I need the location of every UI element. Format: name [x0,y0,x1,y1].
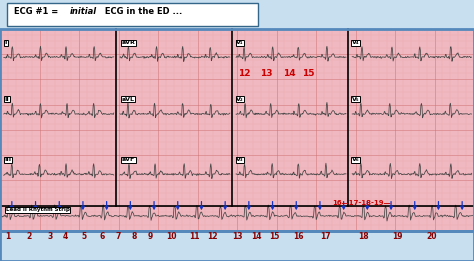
Text: aVL: aVL [122,97,135,102]
Text: 17: 17 [320,232,331,241]
Text: 15: 15 [269,232,280,241]
Bar [0,0,474,29]
Text: 12: 12 [238,69,250,78]
Text: 16—17-18-19—: 16—17-18-19— [332,200,391,206]
Text: 13: 13 [260,69,272,78]
Text: V₃: V₃ [236,157,244,162]
Text: V₆: V₆ [352,157,359,162]
Text: ECG #1 =: ECG #1 = [14,7,61,16]
Text: 3: 3 [47,232,53,241]
Text: V₅: V₅ [352,97,359,102]
Text: V₂: V₂ [236,97,244,102]
Text: 10: 10 [166,232,176,241]
FancyBboxPatch shape [7,3,258,26]
Text: 20: 20 [427,232,437,241]
Text: V₄: V₄ [352,40,359,45]
Text: aVF: aVF [122,157,135,162]
Text: 13: 13 [232,232,243,241]
Text: V₁: V₁ [236,40,244,45]
Text: 14: 14 [251,232,262,241]
Text: I: I [5,40,7,45]
Text: 6: 6 [100,232,105,241]
Text: 7: 7 [115,232,120,241]
Bar [0,29,474,231]
Text: aVR: aVR [122,40,136,45]
Text: 14: 14 [283,69,296,78]
Text: 18: 18 [358,232,368,241]
Text: 16: 16 [293,232,303,241]
Text: 11: 11 [190,232,200,241]
Text: 15: 15 [302,69,315,78]
Text: 1: 1 [5,232,10,241]
Text: Lead II Rhythm Strip: Lead II Rhythm Strip [6,207,70,212]
Text: 9: 9 [148,232,153,241]
Bar [0,231,474,261]
Text: III: III [5,157,12,162]
Text: 8: 8 [132,232,137,241]
Text: 19: 19 [392,232,403,241]
Text: initial: initial [70,7,97,16]
Text: 12: 12 [208,232,218,241]
Text: II: II [5,97,9,102]
Text: 2: 2 [26,232,31,241]
Text: 5: 5 [82,232,87,241]
Text: 4: 4 [63,232,68,241]
Text: ECG in the ED ...: ECG in the ED ... [102,7,182,16]
